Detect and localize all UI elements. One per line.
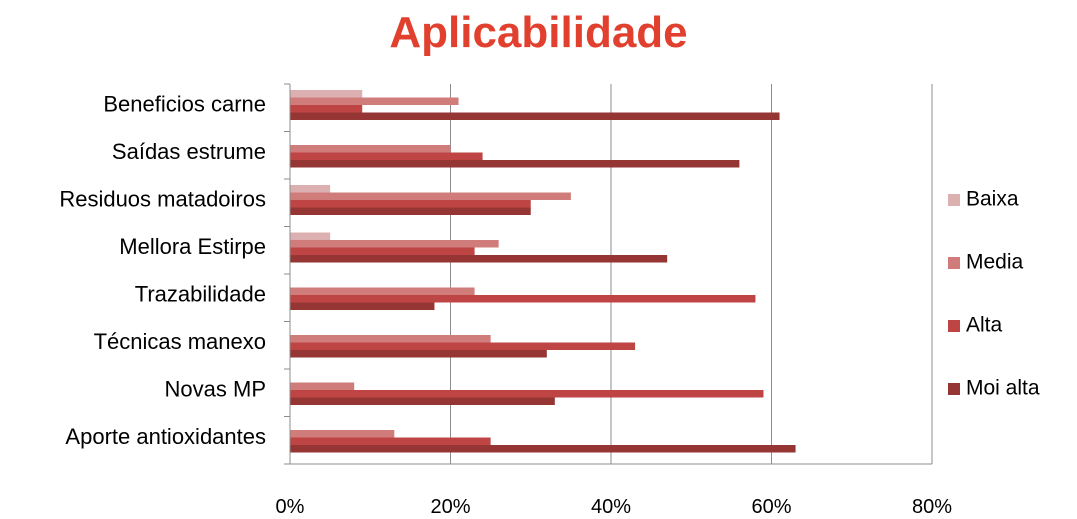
legend-label: Moi alta <box>966 377 1040 400</box>
legend-swatch <box>948 257 960 269</box>
legend-swatch <box>948 383 960 395</box>
bar-moi-alta <box>290 350 547 358</box>
bar-alta <box>290 105 363 113</box>
legend-label: Baixa <box>966 188 1019 211</box>
bars <box>290 90 796 453</box>
bar-moi-alta <box>290 397 555 405</box>
category-label: Residuos matadoiros <box>59 187 266 212</box>
bar-media <box>290 430 395 438</box>
category-label: Saídas estrume <box>112 139 266 164</box>
bar-media <box>290 335 491 343</box>
bar-baixa <box>290 232 331 240</box>
bar-alta <box>290 437 491 445</box>
bar-baixa <box>290 90 363 98</box>
bar-media <box>290 192 571 200</box>
category-label: Aporte antioxidantes <box>65 424 266 449</box>
x-tick-label: 20% <box>430 496 470 518</box>
x-tick-label: 60% <box>751 496 791 518</box>
legend-swatch <box>948 194 960 206</box>
x-tick-label: 80% <box>912 496 952 518</box>
bar-media <box>290 97 459 105</box>
bar-moi-alta <box>290 302 435 310</box>
legend-label: Media <box>966 251 1024 274</box>
category-label: Beneficios carne <box>103 92 266 117</box>
bar-alta <box>290 152 483 160</box>
gridlines <box>450 84 933 464</box>
bar-alta <box>290 295 756 303</box>
bar-moi-alta <box>290 112 780 120</box>
category-label: Mellora Estirpe <box>119 234 266 259</box>
bar-alta <box>290 200 531 208</box>
category-label: Novas MP <box>165 377 266 402</box>
chart-title: Aplicabilidade <box>389 8 688 57</box>
bar-moi-alta <box>290 160 740 168</box>
bar-baixa <box>290 185 331 193</box>
bar-alta <box>290 390 764 398</box>
category-label: Trazabilidade <box>135 282 266 307</box>
bar-media <box>290 287 475 295</box>
bar-moi-alta <box>290 207 531 215</box>
legend-swatch <box>948 320 960 332</box>
bar-media <box>290 240 499 248</box>
bar-media <box>290 382 355 390</box>
legend-label: Alta <box>966 314 1003 337</box>
bar-media <box>290 145 451 153</box>
bar-moi-alta <box>290 445 796 453</box>
bar-alta <box>290 342 636 350</box>
x-tick-label: 40% <box>591 496 631 518</box>
x-tick-label: 0% <box>276 496 305 518</box>
legend: Baixa Media Alta Moi alta <box>948 188 1040 400</box>
axes: 0% 20% 40% 60% 80% Beneficios carne Saídas est… <box>59 83 952 518</box>
category-label: Técnicas manexo <box>94 329 266 354</box>
bar-alta <box>290 247 475 255</box>
bar-moi-alta <box>290 255 668 263</box>
